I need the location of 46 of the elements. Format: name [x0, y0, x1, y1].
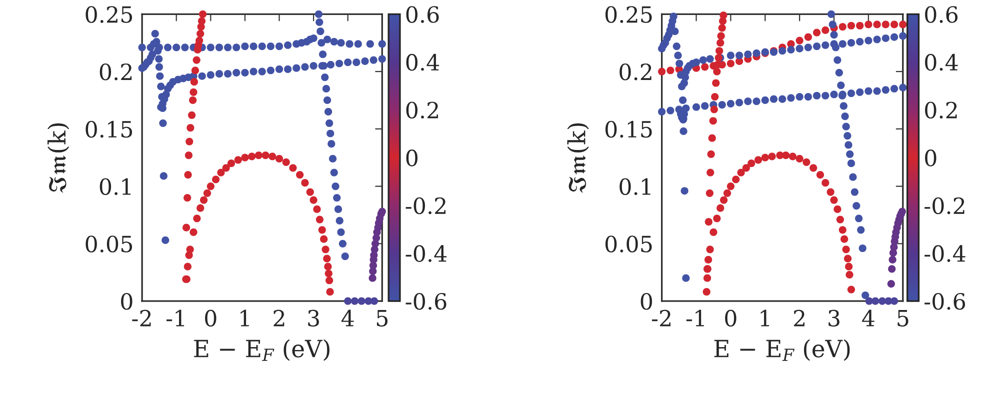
x-tick-label: 4 — [862, 310, 874, 326]
x-tick-label: -1 — [686, 310, 704, 326]
color-bar-label: 0 — [925, 150, 936, 166]
x-tick-label: 2 — [274, 310, 284, 326]
color-bar-label: -0.6 — [924, 292, 966, 310]
y-tick-label: 0.2 — [100, 63, 132, 80]
y-tick-label: 0.05 — [605, 236, 652, 252]
x-tick-label: 5 — [898, 310, 908, 327]
x-tick-label: 5 — [376, 310, 388, 327]
color-bar-label: -0.2 — [924, 197, 964, 214]
color-bar-label: 0.2 — [406, 102, 438, 119]
color-bar-label: 0.6 — [406, 6, 439, 23]
y-axis-title: ℑ𝔪(k) — [567, 123, 589, 193]
x-tick-label: -1 — [166, 310, 184, 326]
color-bar-label: 0.6 — [925, 6, 958, 23]
color-bar-label: -0.6 — [406, 292, 446, 310]
x-tick-label: -2 — [652, 310, 670, 326]
y-tick-label: 0.2 — [620, 63, 652, 80]
y-tick-label: 0.25 — [605, 6, 652, 23]
y-tick-label: 0.1 — [100, 178, 131, 196]
y-tick-label: 0 — [121, 292, 132, 310]
x-tick-label: 3 — [308, 310, 319, 327]
x-tick-label: 2 — [794, 310, 804, 326]
color-bar-label: 0.4 — [406, 54, 440, 71]
y-tick-label: 0.15 — [86, 120, 132, 138]
color-bar-label: -0.2 — [406, 197, 446, 214]
x-tick-label: 1 — [240, 310, 249, 326]
y-tick-label: 0 — [640, 292, 652, 310]
x-axis-title: E − E$_{F}$ (eV) — [194, 339, 330, 361]
color-bar-label: -0.4 — [406, 245, 447, 262]
y-axis-title: ℑ𝔪(k) — [48, 123, 70, 193]
color-bar-label: 0 — [406, 150, 418, 166]
x-tick-label: 0 — [205, 310, 216, 327]
y-tick-label: 0.15 — [605, 120, 652, 138]
color-bar-label: -0.4 — [924, 245, 966, 262]
x-tick-label: -2 — [132, 310, 151, 326]
x-tick-label: 4 — [341, 310, 354, 326]
y-tick-label: 0.1 — [620, 178, 650, 196]
color-bar-label: 0.4 — [925, 54, 958, 71]
x-tick-label: 1 — [760, 310, 770, 326]
x-tick-label: 0 — [725, 310, 736, 327]
y-tick-label: 0.25 — [86, 6, 132, 23]
y-tick-label: 0.05 — [86, 236, 132, 252]
color-bar-label: 0.2 — [925, 102, 957, 119]
x-axis-title: E − E$_{F}$ (eV) — [714, 339, 850, 361]
x-tick-label: 3 — [828, 310, 840, 327]
